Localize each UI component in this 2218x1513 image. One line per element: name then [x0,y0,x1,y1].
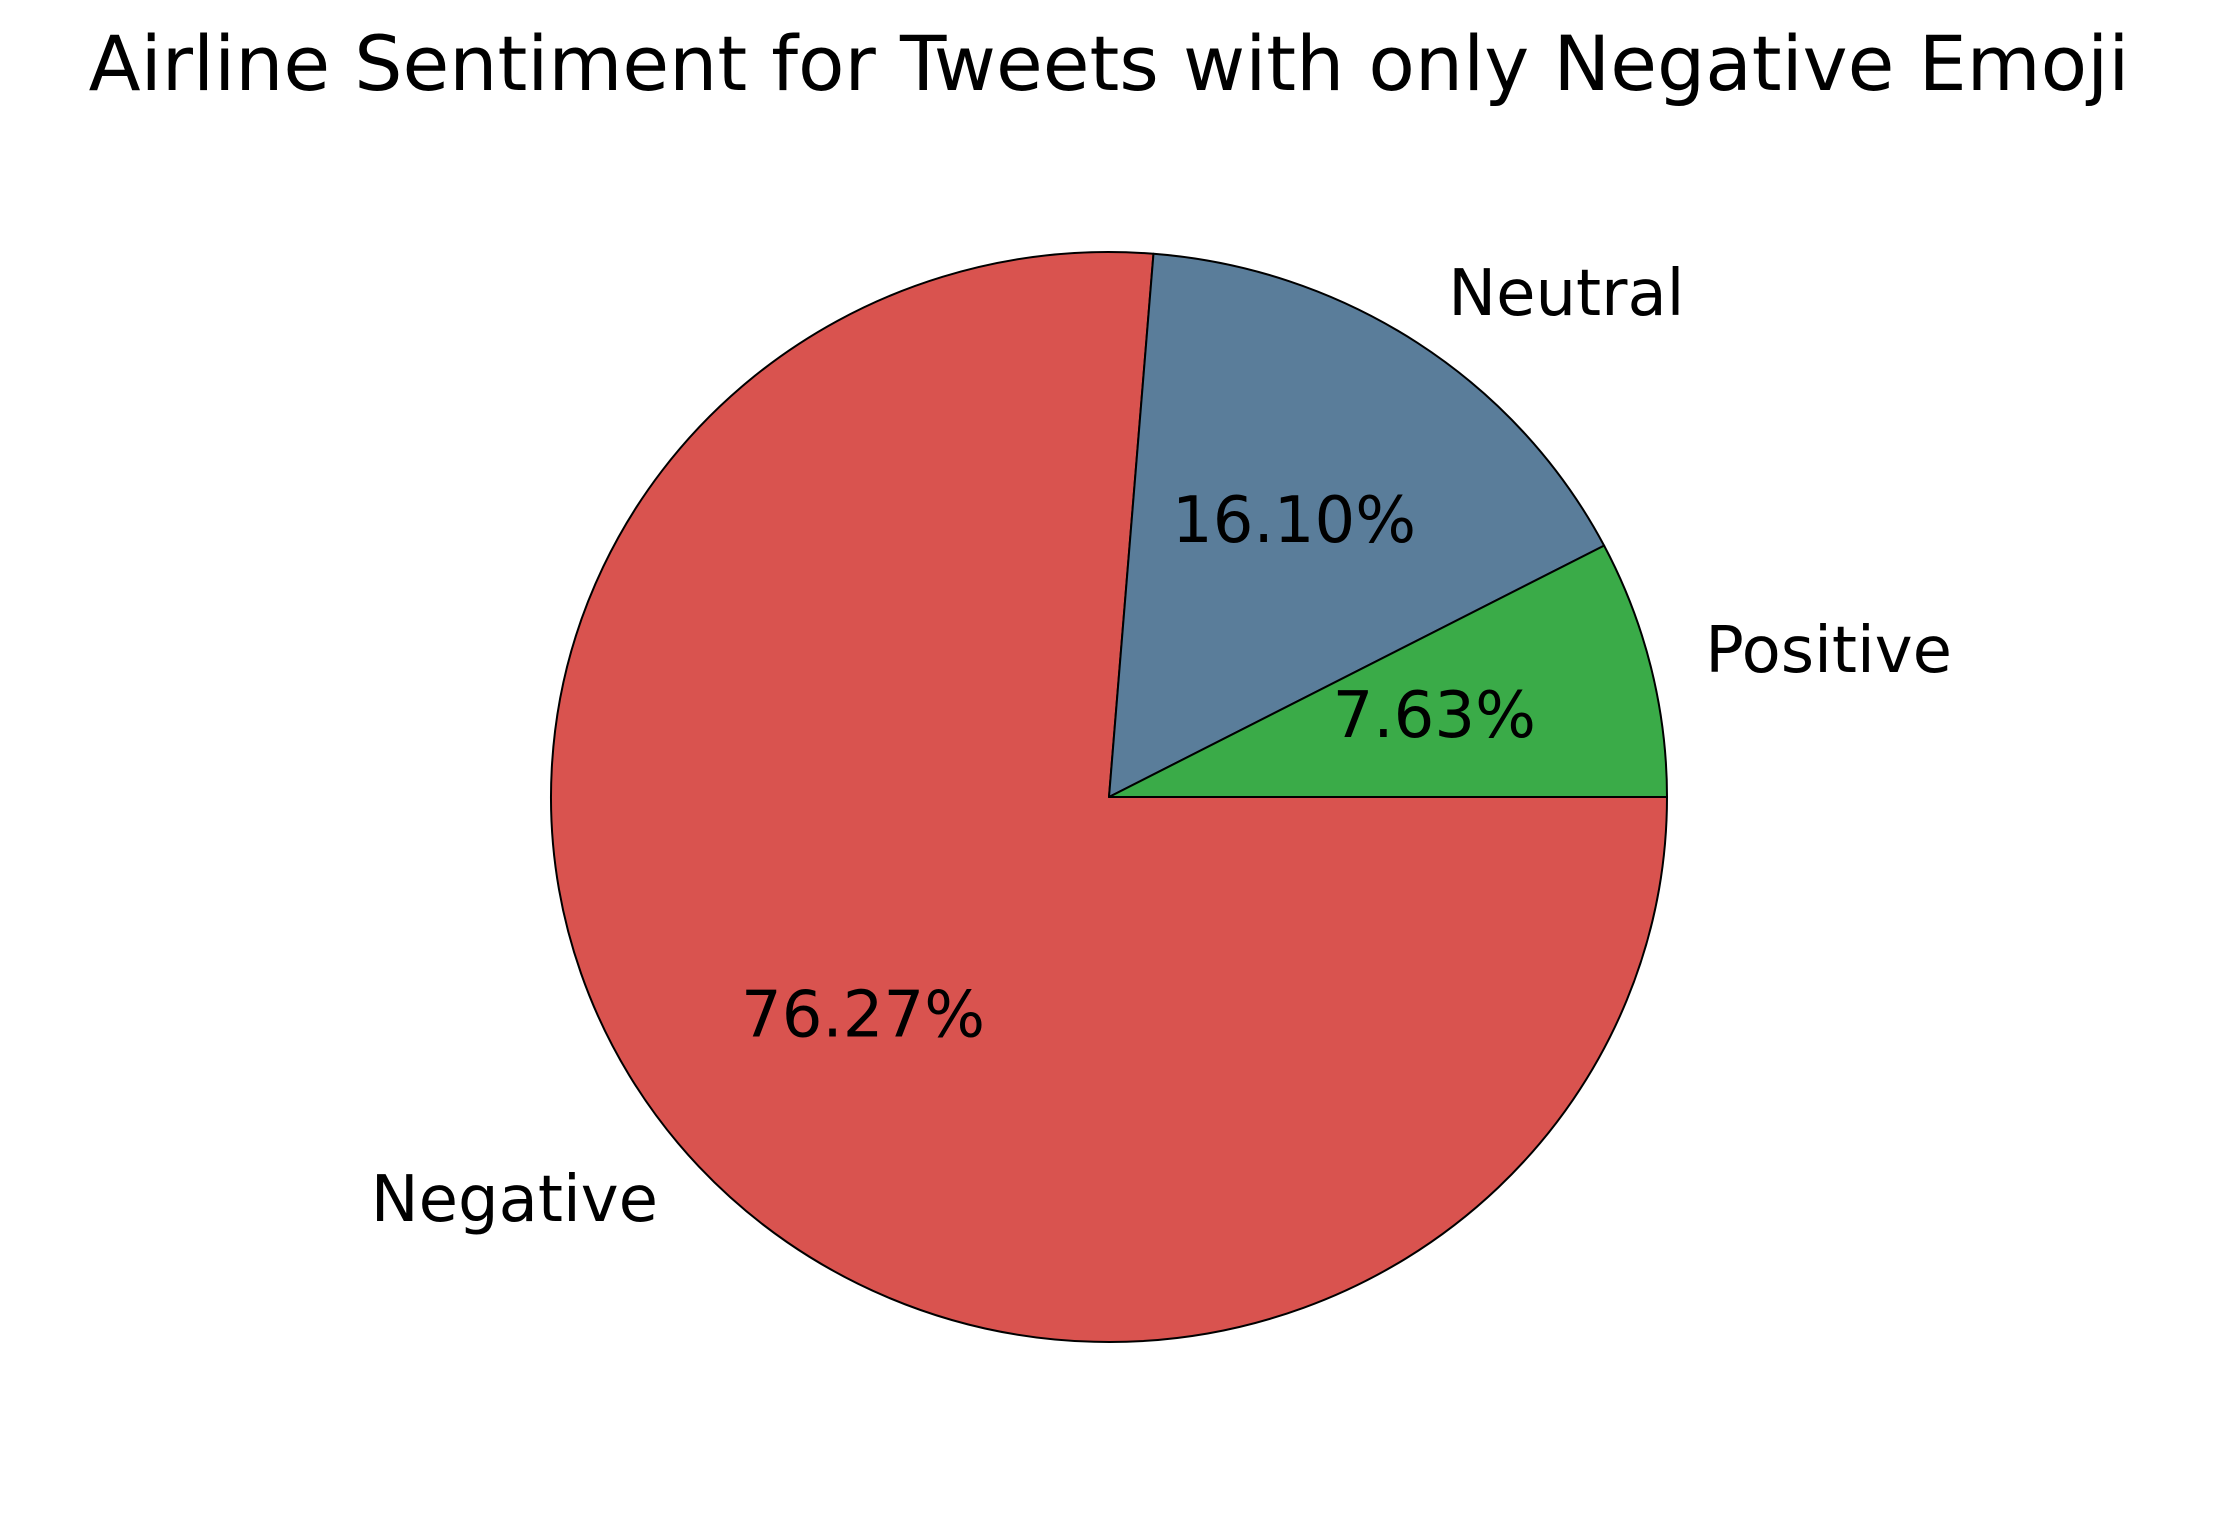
slice-label-neutral: Neutral [1448,257,1684,331]
pie-slice-negative [550,251,1668,1343]
pie-slice-neutral [1108,252,1606,798]
slice-pct-neutral: 16.10% [1172,484,1416,558]
slice-pct-negative: 76.27% [741,978,985,1052]
chart-title: Airline Sentiment for Tweets with only N… [89,19,2130,108]
pie-slice-positive [1108,544,1668,798]
slice-label-negative: Negative [371,1163,658,1237]
slice-pct-positive: 7.63% [1333,679,1536,753]
pie-slices [550,251,1668,1343]
slice-label-positive: Positive [1705,614,1952,688]
pie-labels: Negative 76.27% Neutral 16.10% Positive 7.63% [371,257,1952,1237]
